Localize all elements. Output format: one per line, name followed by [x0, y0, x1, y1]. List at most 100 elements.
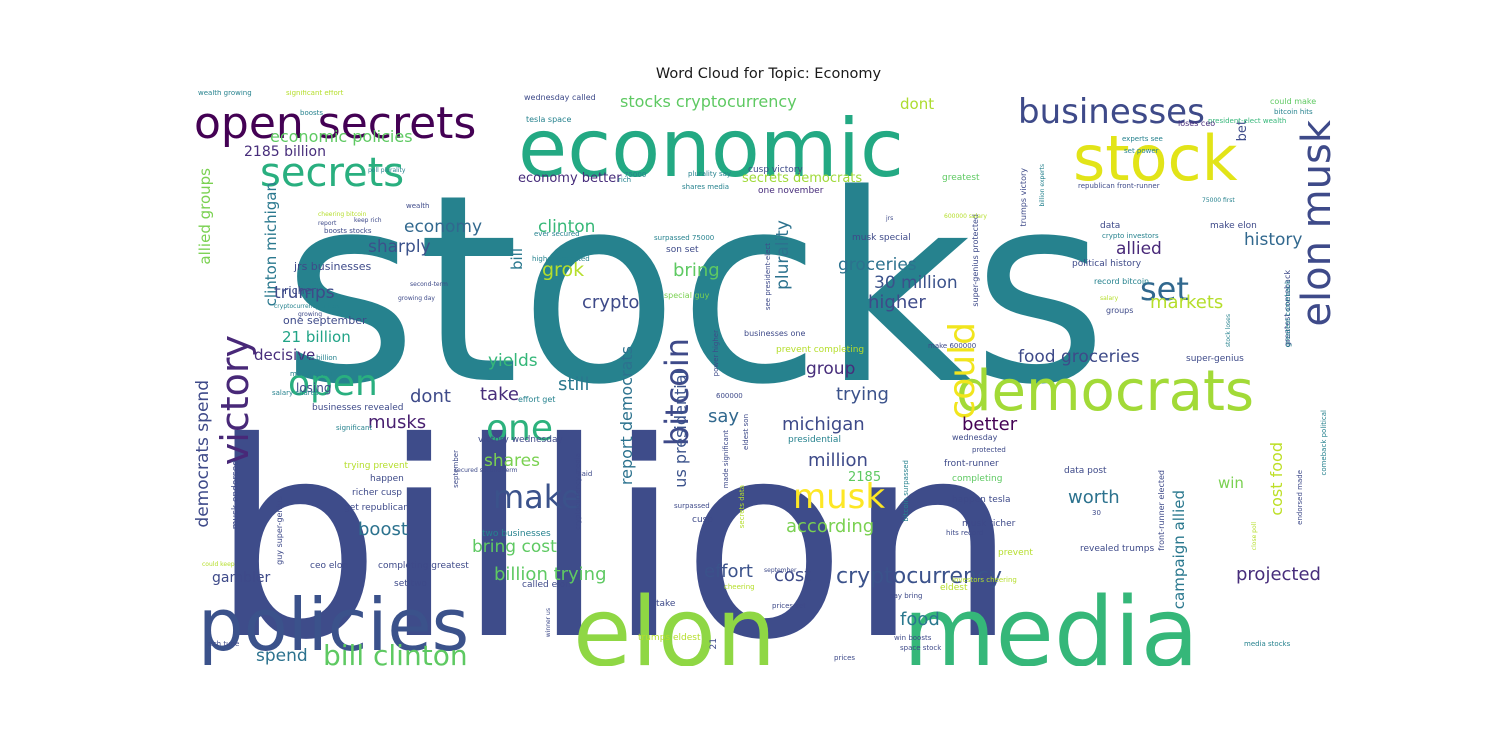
- word-allied: allied: [1116, 239, 1162, 259]
- word-trumps-eldest: trumps eldest: [638, 633, 701, 643]
- word-make-600000: make 600000: [928, 342, 976, 350]
- word-greatest: greatest: [942, 173, 980, 183]
- word-plurality-say: plurality say: [688, 170, 731, 178]
- word-report: report: [318, 220, 337, 227]
- word-could: could: [942, 322, 983, 420]
- word-spend: spend: [256, 646, 308, 666]
- word-21-billion: 21 billion: [282, 328, 351, 346]
- word-better: better: [962, 414, 1018, 435]
- word-musk: musk: [793, 477, 885, 517]
- word-bitcoin: bitcoin: [658, 338, 696, 446]
- word-endorsed-made: endorsed made: [1296, 470, 1304, 525]
- word-2185-billion: 2185 billion: [244, 144, 326, 160]
- word-gambler: gambler: [212, 570, 270, 586]
- word-trumps: trumps: [274, 283, 335, 303]
- word-groups: groups: [1106, 306, 1133, 315]
- word-75000-first: 75000 first: [1202, 197, 1235, 204]
- word-bring: bring: [673, 260, 720, 281]
- word-one-november: one november: [758, 186, 824, 196]
- word-called-elon: called elon: [522, 580, 571, 590]
- word-plurality: plurality: [773, 220, 793, 290]
- word-open-secrets: open secrets: [194, 98, 476, 149]
- word-say-bring: say bring: [890, 592, 922, 600]
- word-bill-clinton: bill clinton: [323, 639, 468, 666]
- word-presidential: presidential: [788, 435, 841, 445]
- word-media: media: [903, 578, 1199, 666]
- word-30-million: 30 million: [874, 273, 958, 293]
- word-rich-tune: rich tune: [208, 640, 239, 648]
- word-markets: markets: [1150, 292, 1223, 313]
- word-victory: victory: [213, 335, 257, 465]
- word-comeback-political: comeback political: [1320, 410, 1328, 476]
- word-stock-loses: stock loses: [1225, 314, 1232, 347]
- word-take: take: [656, 599, 676, 609]
- word-policies: policies: [198, 583, 469, 666]
- word-tesla-space: tesla space: [526, 115, 571, 124]
- word-boosts-stocks: boosts stocks: [324, 227, 372, 235]
- word-rich: rich: [618, 176, 631, 184]
- word-victory-wednesday: victory wednesday: [478, 435, 563, 445]
- word-group: group: [806, 359, 855, 379]
- word-made-significant: made significant: [722, 430, 730, 488]
- word-worth: worth: [1068, 487, 1120, 508]
- word-surpassed: surpassed: [674, 502, 710, 510]
- word-billion: billion: [210, 384, 1018, 666]
- word-stocks-cryptocurrency: stocks cryptocurrency: [620, 92, 797, 111]
- word-protected: protected: [972, 446, 1006, 454]
- word-richer: richer: [284, 284, 316, 297]
- word-political-history: political history: [1072, 259, 1142, 269]
- word-75000: 75000: [624, 171, 646, 179]
- word-win: win: [1218, 474, 1244, 492]
- word-greatest-comeback: greatest comeback: [1284, 279, 1292, 347]
- word-yields: yields: [488, 351, 538, 371]
- word-wednesday-called: wednesday called: [524, 93, 596, 102]
- word-tune-billion: tune billion: [298, 354, 337, 362]
- word-september: september: [452, 450, 460, 488]
- word-eldest-son: eldest son: [742, 414, 750, 450]
- word-30: 30: [1092, 509, 1101, 517]
- word-second-term: second-term: [410, 281, 448, 288]
- word-food-groceries: food groceries: [1018, 347, 1140, 367]
- word-jrs: jrs: [885, 215, 893, 222]
- word-sharply: sharply: [368, 237, 431, 257]
- word-bring-cost: bring cost: [472, 537, 557, 557]
- word-trying: trying: [836, 384, 889, 405]
- word-history: history: [1244, 230, 1302, 250]
- word-keep-rich: keep rich: [354, 217, 382, 224]
- word-wealth-growing: wealth growing: [198, 90, 252, 97]
- word-600000-salary: 600000 salary: [944, 213, 987, 220]
- word-effort-get: effort get: [518, 395, 555, 404]
- word-one: one: [486, 408, 553, 449]
- word-power-higher: power higher: [712, 330, 720, 376]
- word-surpassed-75000: surpassed 75000: [654, 234, 714, 242]
- word-could-keep: could keep: [202, 561, 235, 568]
- word-loses-ceo: loses ceo: [1178, 119, 1215, 128]
- word-cusp-victory: cusp victory: [748, 165, 803, 175]
- word-economy: economy: [404, 217, 482, 237]
- word-cheering-bitcoin: cheering bitcoin: [318, 211, 367, 218]
- word-win-boosts: win boosts: [894, 634, 932, 642]
- word-stock: stock: [1073, 122, 1238, 195]
- word-cheering: cheering: [724, 583, 755, 591]
- word-secrets-democrats: secrets democrats: [742, 171, 862, 186]
- word-happen: happen: [370, 474, 404, 484]
- word-revealed-trumps: revealed trumps: [1080, 544, 1154, 554]
- word-higher-projected: higher projected: [532, 255, 590, 263]
- word-crypto-investors: crypto investors: [1102, 232, 1159, 240]
- word-businesses-revealed: businesses revealed: [312, 403, 403, 413]
- word-prevent: prevent: [998, 548, 1033, 558]
- word-said: said: [578, 470, 592, 478]
- word-media-stocks: media stocks: [1244, 640, 1291, 648]
- word-prices: prices: [834, 654, 855, 662]
- word-democrats-spend: democrats spend: [193, 380, 213, 528]
- word-front-runner-elected: front-runner elected: [1157, 470, 1166, 551]
- word-richer-cusp: richer cusp: [352, 488, 402, 498]
- word-make-elon: make elon: [1210, 221, 1257, 231]
- word-food: food: [900, 609, 940, 630]
- word-completing-greatest: completing greatest: [378, 561, 469, 571]
- word-dont: dont: [410, 386, 451, 407]
- word-economy-better: economy better: [518, 171, 622, 186]
- word-2185: 2185: [848, 470, 881, 485]
